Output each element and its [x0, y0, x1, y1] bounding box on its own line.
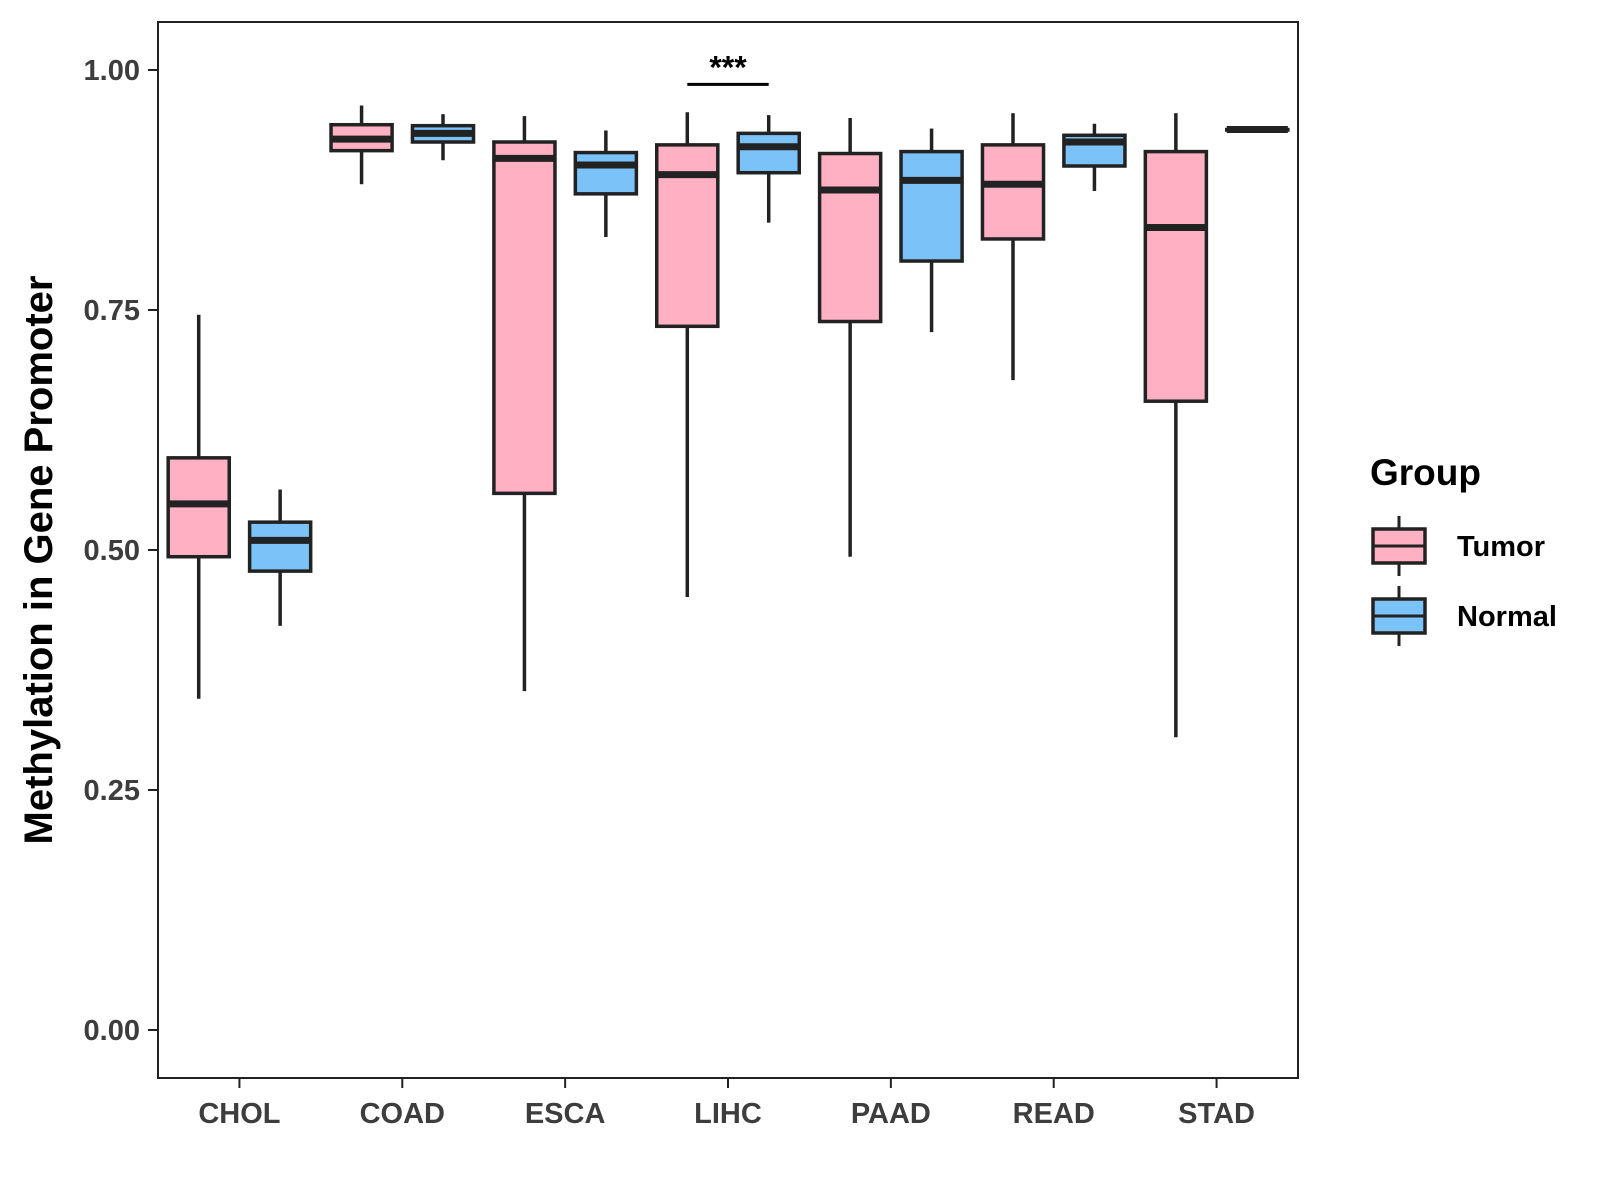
box-normal-lihc [736, 115, 802, 223]
y-tick-label: 0.75 [84, 295, 140, 327]
box-normal-read [1062, 123, 1127, 191]
x-tick-label: COAD [360, 1098, 445, 1130]
box-body [899, 149, 964, 263]
box-tumor-stad [1143, 113, 1209, 738]
y-axis-title: Methylation in Gene Promoter [17, 276, 61, 845]
box-normal-paad [899, 128, 964, 333]
box-body [1143, 149, 1209, 403]
box-group [166, 105, 1290, 738]
box-body [980, 143, 1046, 241]
y-tick-label: 0.50 [84, 535, 140, 567]
box-body [247, 520, 313, 573]
box-normal-stad [1225, 126, 1290, 134]
x-tick-label: ESCA [525, 1098, 606, 1130]
box-tumor-lihc [655, 112, 720, 598]
box-body [817, 151, 883, 324]
y-tick-label: 1.00 [84, 55, 140, 87]
legend-title: Group [1370, 452, 1481, 493]
box-tumor-chol [166, 314, 232, 699]
legend-label-tumor: Tumor [1457, 531, 1545, 563]
x-axis: CHOL COAD ESCA LIHC PAAD READ STAD [198, 1078, 1255, 1130]
box-normal-chol [247, 489, 313, 626]
plot-panel [157, 21, 1299, 1079]
box-body [492, 140, 557, 496]
legend-label-normal: Normal [1457, 601, 1557, 633]
x-tick-label: CHOL [198, 1098, 280, 1130]
y-tick-label: 0.25 [84, 775, 140, 807]
x-tick-label: PAAD [851, 1098, 931, 1130]
x-tick-label: LIHC [694, 1098, 762, 1130]
box-body [573, 150, 639, 196]
box-tumor-read [980, 113, 1046, 381]
legend-key-normal [1371, 586, 1427, 646]
box-tumor-paad [817, 118, 883, 557]
box-tumor-coad [329, 105, 394, 185]
box-normal-coad [410, 114, 476, 161]
legend-key-tumor [1371, 516, 1427, 576]
x-tick-label: STAD [1178, 1098, 1255, 1130]
x-tick-label: READ [1013, 1098, 1095, 1130]
significance-annotations: *** [687, 49, 769, 86]
y-axis: 0.00 0.25 0.50 0.75 1.00 [84, 55, 158, 1047]
significance-label: *** [709, 49, 747, 85]
y-tick-label: 0.00 [84, 1015, 140, 1047]
legend: Group Tumor Normal [1370, 452, 1557, 646]
box-tumor-esca [492, 116, 557, 692]
box-normal-esca [573, 130, 639, 238]
box-body [736, 131, 802, 175]
